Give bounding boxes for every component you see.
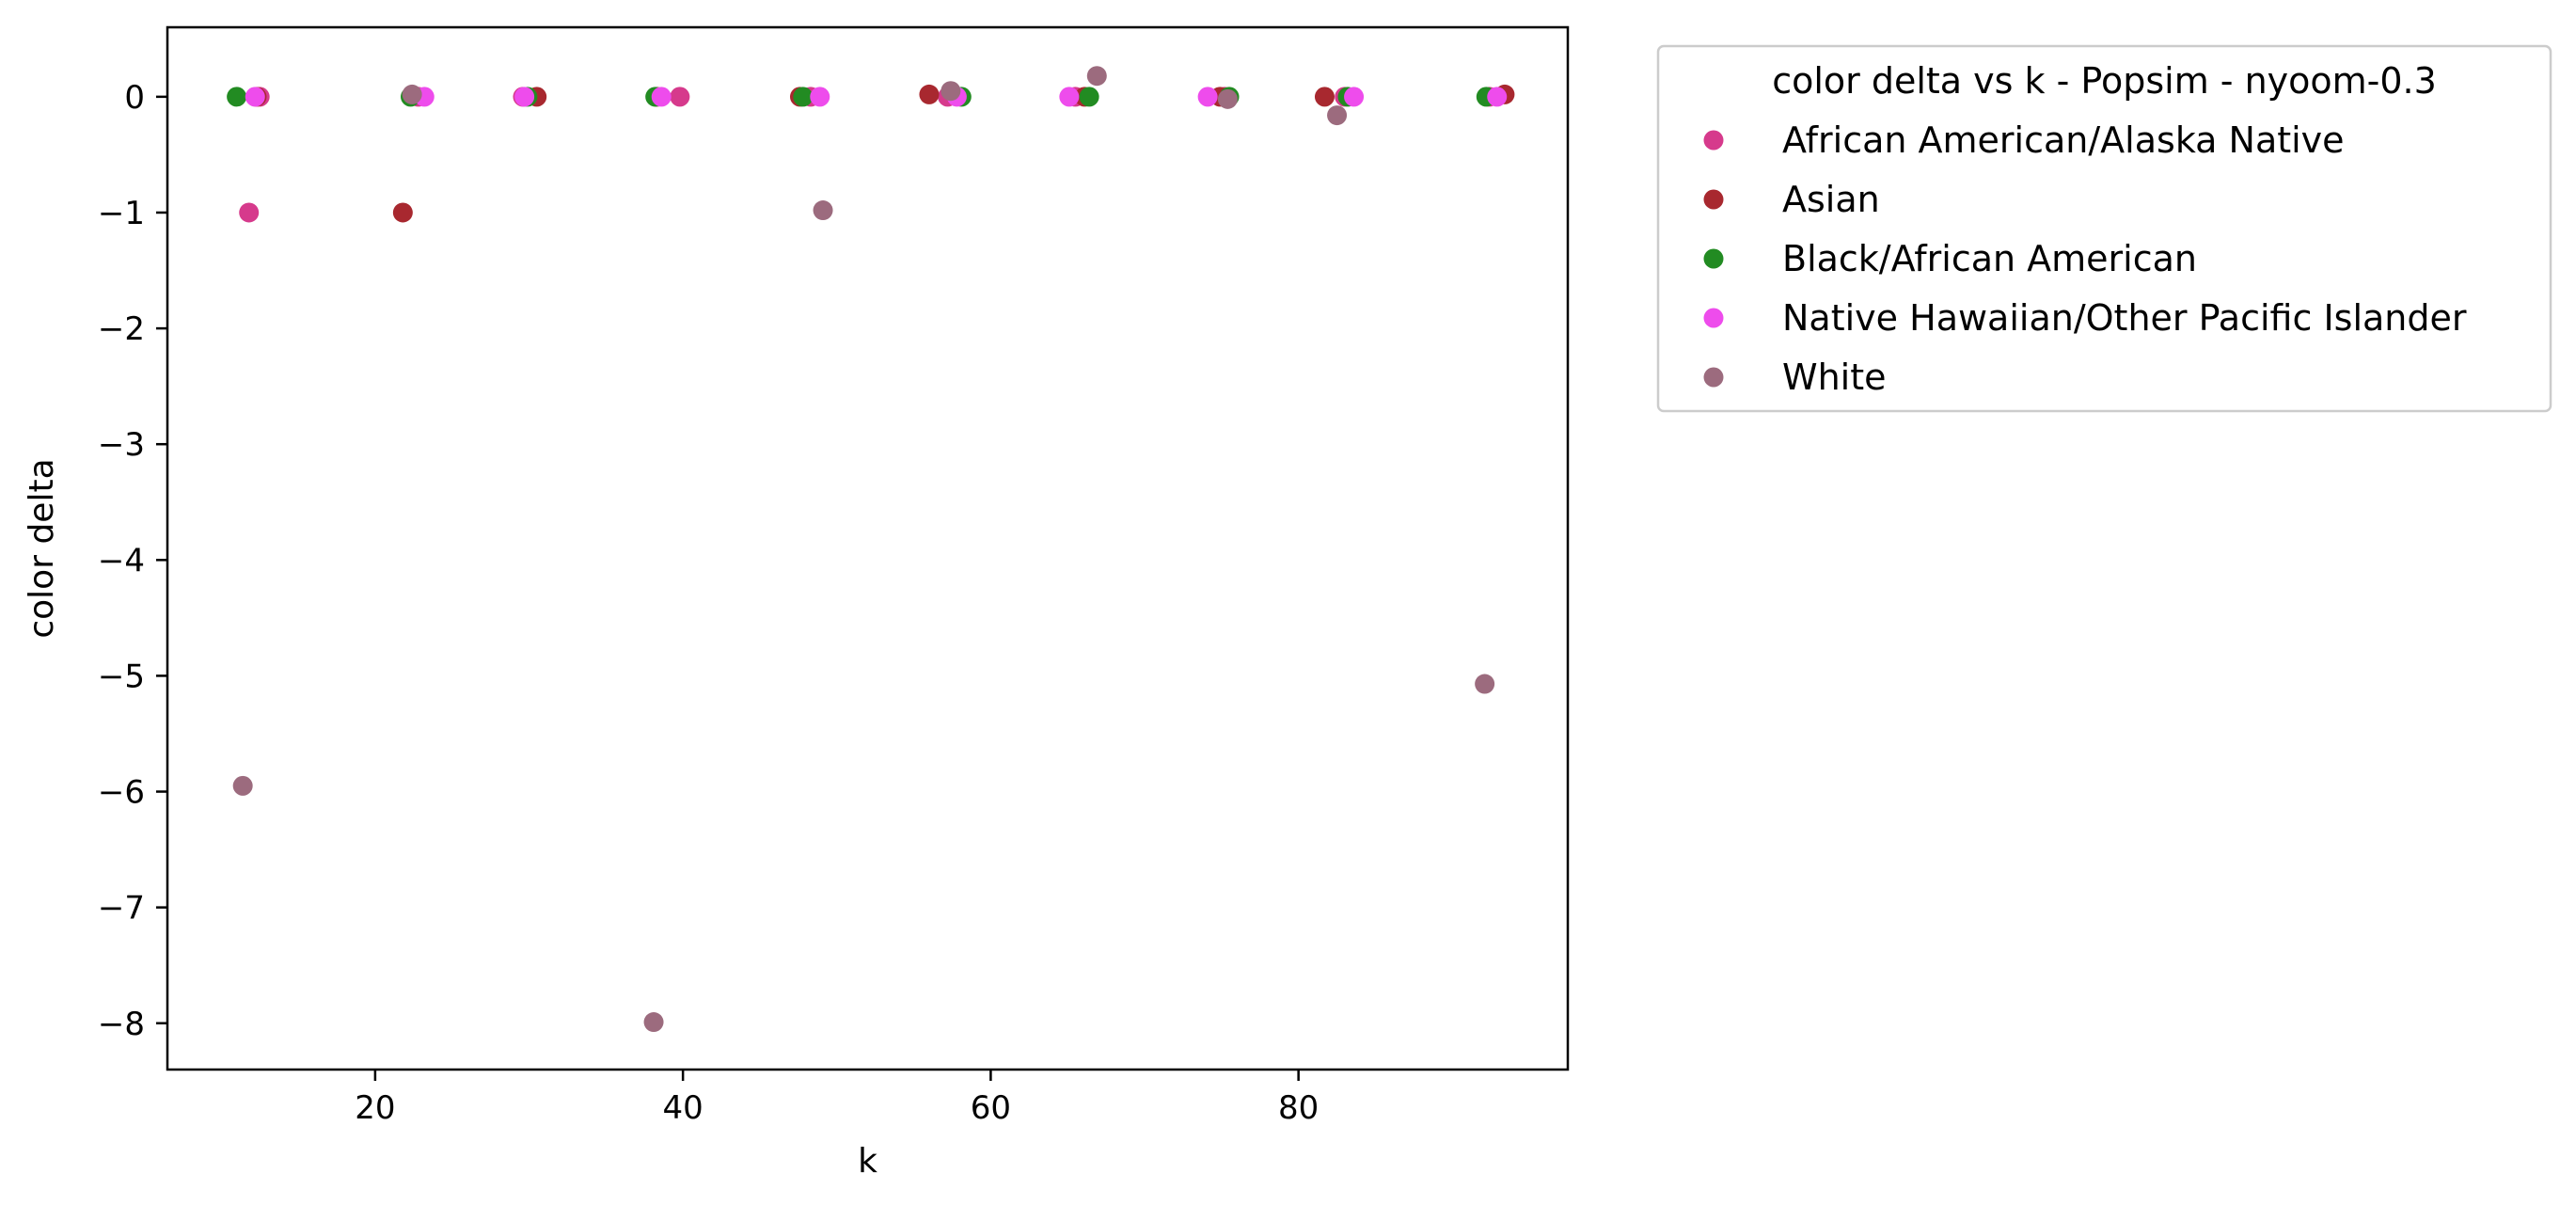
point-native-hawaiian-other-pacific-islander (514, 87, 535, 107)
point-white (402, 84, 422, 104)
marks-layer (227, 66, 1515, 1033)
x-tick-label: 20 (355, 1089, 395, 1127)
legend-label-african-american-alaska-native: African American/Alaska Native (1782, 119, 2345, 161)
point-native-hawaiian-other-pacific-islander (1059, 87, 1080, 107)
y-tick-label: −2 (98, 310, 145, 348)
legend: color delta vs k - Popsim - nyoom-0.3 Af… (1656, 44, 2552, 413)
point-white (813, 200, 833, 221)
y-tick-label: −3 (98, 426, 145, 464)
legend-label-white: White (1782, 357, 1887, 398)
legend-items: African American/Alaska Native Asian Black… (1703, 119, 2467, 398)
point-white (940, 81, 961, 102)
point-asian (919, 84, 940, 104)
x-axis: 20 40 60 80 (355, 1070, 1319, 1127)
point-black-african-american (227, 87, 247, 107)
point-asian (1314, 87, 1335, 107)
point-white (232, 775, 253, 796)
legend-label-black-african-american: Black/African American (1782, 238, 2197, 279)
point-black-african-american (793, 87, 814, 107)
point-white (1327, 105, 1348, 126)
point-native-hawaiian-other-pacific-islander (245, 87, 265, 107)
point-native-hawaiian-other-pacific-islander (651, 87, 672, 107)
point-asian (392, 202, 413, 223)
x-axis-label: k (858, 1142, 877, 1181)
legend-label-native-hawaiian-other-pacific-islander: Native Hawaiian/Other Pacific Islander (1782, 297, 2467, 339)
y-axis-label: color delta (23, 458, 61, 638)
point-white (1475, 674, 1495, 694)
point-african-american-alaska-native (239, 202, 260, 223)
point-native-hawaiian-other-pacific-islander (810, 87, 830, 107)
plot-frame (166, 25, 1570, 1071)
point-white (643, 1012, 664, 1033)
point-african-american-alaska-native (670, 87, 690, 107)
y-tick-label: −6 (98, 774, 145, 812)
legend-marker-african-american-alaska-native (1703, 130, 1724, 151)
point-native-hawaiian-other-pacific-islander (1487, 87, 1508, 107)
x-tick-label: 80 (1278, 1089, 1319, 1127)
y-tick-label: −1 (98, 195, 145, 232)
point-native-hawaiian-other-pacific-islander (1197, 87, 1218, 107)
legend-label-asian: Asian (1782, 179, 1880, 220)
y-tick-label: −7 (98, 890, 145, 928)
legend-title: color delta vs k - Popsim - nyoom-0.3 (1772, 60, 2437, 102)
x-tick-label: 60 (971, 1089, 1011, 1127)
legend-marker-black-african-american (1703, 248, 1724, 269)
point-white (1217, 88, 1238, 109)
y-tick-label: −4 (98, 542, 145, 579)
legend-marker-white (1703, 367, 1724, 388)
y-tick-label: 0 (124, 79, 145, 117)
point-native-hawaiian-other-pacific-islander (1344, 87, 1365, 107)
y-tick-label: −5 (98, 658, 145, 695)
y-axis: 0 −1 −2 −3 −4 −5 −6 −7 −8 (98, 79, 167, 1043)
legend-box (1656, 44, 2552, 413)
legend-marker-native-hawaiian-other-pacific-islander (1703, 308, 1724, 328)
legend-marker-asian (1703, 189, 1724, 210)
point-white (1086, 66, 1107, 87)
x-tick-label: 40 (663, 1089, 703, 1127)
point-black-african-american (1079, 87, 1099, 107)
y-tick-label: −8 (98, 1006, 145, 1043)
